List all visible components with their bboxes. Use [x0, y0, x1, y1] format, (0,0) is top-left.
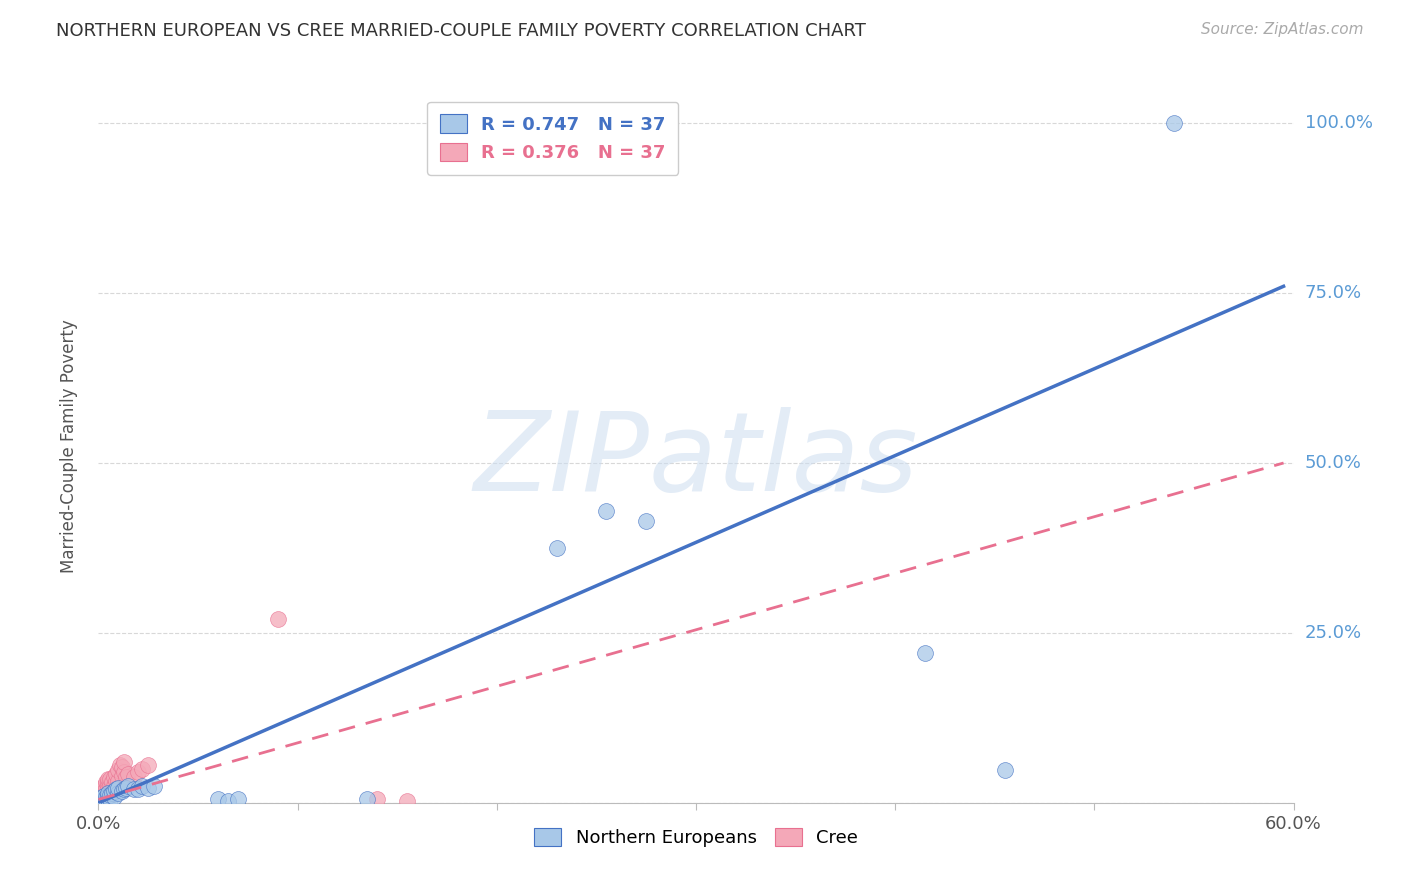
Point — [97, 772, 120, 786]
Point — [91, 794, 114, 808]
Point — [91, 790, 114, 805]
Point — [96, 780, 118, 795]
Y-axis label: Married-Couple Family Poverty: Married-Couple Family Poverty — [59, 319, 77, 573]
Point — [93, 779, 115, 793]
Point — [103, 790, 125, 805]
Point — [105, 774, 128, 789]
Point — [124, 782, 146, 797]
Point — [93, 790, 115, 805]
Legend: Northern Europeans, Cree: Northern Europeans, Cree — [523, 817, 869, 858]
Text: 100.0%: 100.0% — [1305, 114, 1372, 132]
Point — [91, 782, 114, 797]
Point — [91, 788, 114, 802]
Point — [366, 792, 388, 806]
Point — [93, 783, 115, 797]
Point — [143, 779, 166, 793]
Point — [914, 646, 936, 660]
Point — [107, 774, 129, 789]
Point — [97, 779, 120, 793]
Text: 50.0%: 50.0% — [1305, 454, 1361, 472]
Point — [112, 782, 135, 797]
Point — [112, 755, 135, 769]
Point — [98, 772, 122, 786]
Text: 25.0%: 25.0% — [1305, 624, 1362, 642]
Point — [93, 792, 115, 806]
Text: NORTHERN EUROPEAN VS CREE MARRIED-COUPLE FAMILY POVERTY CORRELATION CHART: NORTHERN EUROPEAN VS CREE MARRIED-COUPLE… — [56, 22, 866, 40]
Point — [117, 779, 139, 793]
Point — [1163, 116, 1185, 130]
Point — [98, 782, 122, 797]
Point — [97, 791, 120, 805]
Point — [112, 765, 135, 780]
Point — [103, 779, 125, 793]
Point — [267, 612, 290, 626]
Point — [111, 769, 134, 783]
Point — [396, 794, 419, 808]
Point — [105, 782, 128, 797]
Point — [98, 788, 122, 802]
Point — [101, 780, 124, 795]
Point — [97, 786, 120, 800]
Point — [595, 503, 617, 517]
Point — [98, 792, 122, 806]
Point — [124, 770, 146, 784]
Point — [226, 792, 249, 806]
Point — [96, 790, 118, 805]
Point — [103, 770, 125, 784]
Point — [207, 792, 229, 806]
Point — [136, 758, 159, 772]
Point — [111, 783, 134, 797]
Point — [93, 789, 115, 803]
Point — [127, 782, 149, 797]
Point — [107, 763, 129, 777]
Point — [105, 767, 128, 781]
Point — [96, 786, 118, 800]
Text: Source: ZipAtlas.com: Source: ZipAtlas.com — [1201, 22, 1364, 37]
Point — [115, 770, 138, 784]
Point — [115, 780, 138, 795]
Point — [101, 786, 124, 800]
Point — [96, 775, 118, 789]
Point — [89, 792, 111, 806]
Point — [994, 763, 1017, 777]
Point — [131, 779, 153, 793]
Point — [127, 765, 149, 780]
Point — [97, 789, 120, 803]
Point — [107, 786, 129, 800]
Point — [101, 775, 124, 789]
Point — [136, 780, 159, 795]
Point — [110, 758, 132, 772]
Point — [96, 793, 118, 807]
Point — [546, 541, 568, 555]
Point — [98, 777, 122, 791]
Point — [103, 783, 125, 797]
Point — [89, 789, 111, 803]
Point — [636, 514, 658, 528]
Text: 75.0%: 75.0% — [1305, 284, 1362, 302]
Point — [97, 775, 120, 789]
Point — [217, 794, 239, 808]
Point — [111, 760, 134, 774]
Text: ZIPatlas: ZIPatlas — [474, 407, 918, 514]
Point — [117, 767, 139, 781]
Point — [107, 780, 129, 795]
Point — [356, 792, 378, 806]
Point — [131, 762, 153, 776]
